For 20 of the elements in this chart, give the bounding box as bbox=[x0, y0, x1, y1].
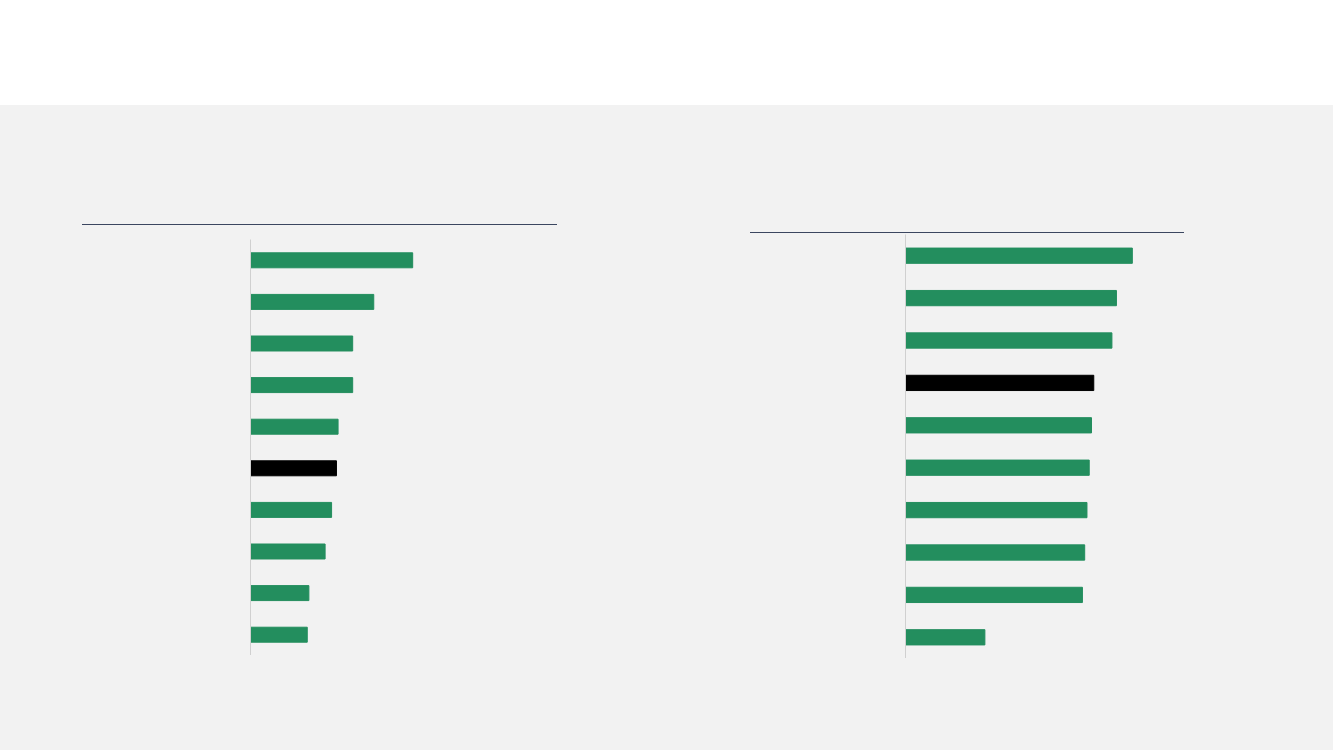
bar bbox=[905, 629, 986, 646]
bar bbox=[905, 289, 1117, 307]
bar bbox=[905, 332, 1113, 349]
bar bbox=[250, 252, 414, 269]
bar bbox=[250, 585, 310, 602]
bar bbox=[905, 586, 1083, 604]
bar bbox=[250, 626, 308, 643]
bar bbox=[250, 335, 354, 352]
bar bbox=[250, 501, 333, 518]
bar bbox=[905, 544, 1086, 561]
bar bbox=[905, 501, 1088, 519]
bar bbox=[250, 293, 375, 310]
bar bbox=[250, 377, 354, 394]
bar bbox=[250, 418, 339, 435]
bar bbox=[905, 374, 1095, 392]
bar bbox=[905, 247, 1133, 264]
bar bbox=[905, 459, 1090, 476]
bar bbox=[250, 543, 326, 560]
bar bbox=[905, 417, 1092, 434]
bar bbox=[250, 460, 337, 477]
